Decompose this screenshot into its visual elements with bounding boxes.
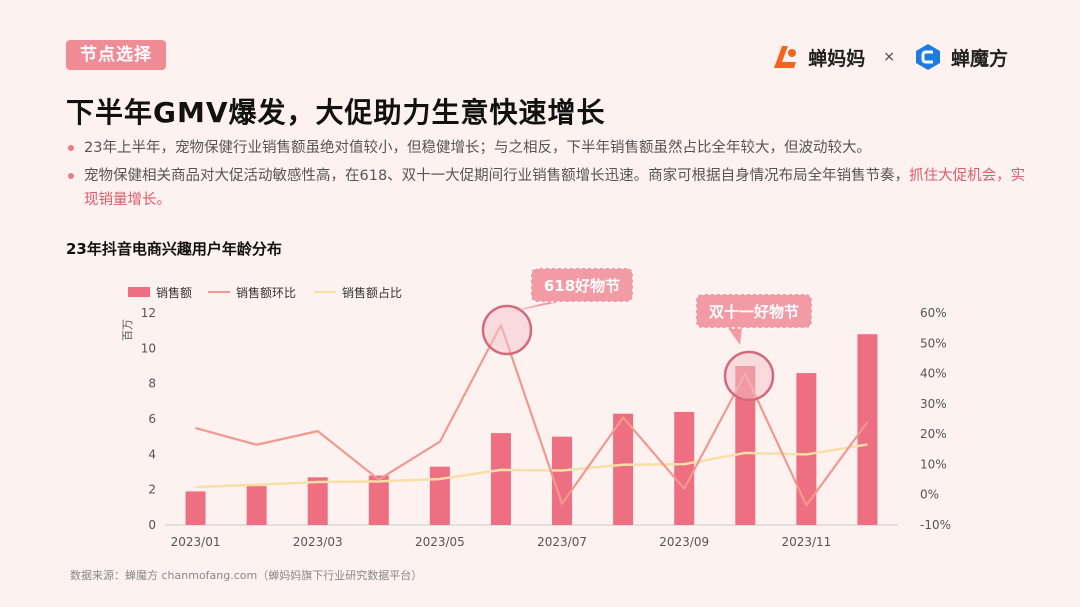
y2-tick-label: 0% [920, 488, 939, 502]
bullet-item: 宠物保健相关商品对大促活动敏感性高，在618、双十一大促期间行业销售额增长迅速。… [66, 164, 1026, 212]
bar [613, 413, 634, 525]
callout-box [530, 267, 634, 303]
bar [796, 373, 817, 525]
chart-title: 23年抖音电商兴趣用户年龄分布 [66, 240, 282, 258]
legend-label: 销售额 [156, 285, 192, 300]
callout-box [695, 293, 813, 329]
bar [246, 486, 267, 525]
bullet-text: 宠物保健相关商品对大促活动敏感性高，在618、双十一大促期间行业销售额增长迅速。… [84, 168, 910, 184]
bar [368, 475, 389, 525]
y-tick-label: 6 [148, 412, 156, 426]
data-source: 数据来源：蝉魔方 chanmofang.com（蝉妈妈旗下行业研究数据平台） [70, 569, 423, 582]
bar [185, 491, 206, 525]
y-tick-label: 8 [148, 377, 156, 391]
section-tag: 节点选择 [66, 40, 166, 70]
callout-label: 618好物节 [544, 277, 620, 295]
legend-label: 销售额环比 [236, 285, 296, 300]
mom-line [195, 324, 869, 507]
bar [490, 433, 511, 525]
y-axis-label: 百万 [121, 319, 134, 341]
brand2-name: 蝉魔方 [950, 47, 1008, 70]
x-tick-label: 2023/11 [781, 535, 831, 549]
bullet-item: 23年上半年，宠物保健行业销售额虽绝对值较小，但稳健增长；与之相反，下半年销售额… [66, 136, 1026, 160]
event-highlight-circle [723, 350, 775, 402]
brand-separator: × [883, 49, 895, 65]
x-tick-label: 2023/07 [537, 535, 587, 549]
bar [307, 477, 328, 525]
page-title: 下半年GMV爆发，大促助力生意快速增长 [66, 96, 606, 129]
y2-tick-label: 20% [920, 427, 947, 441]
brand1-name: 蝉妈妈 [808, 47, 866, 70]
x-tick-label: 2023/03 [293, 535, 343, 549]
share-line [195, 443, 868, 489]
x-tick-label: 2023/01 [171, 535, 221, 549]
callout-label: 双十一好物节 [709, 303, 799, 321]
callout-pointer [510, 302, 560, 312]
bar [735, 366, 756, 525]
bullet-highlight: 抓住大促机会，实现销量增长。 [84, 168, 1026, 208]
chanmama-logo-icon [770, 42, 800, 72]
y2-tick-label: 10% [920, 457, 947, 471]
y2-tick-label: 50% [920, 336, 947, 350]
bar [857, 334, 878, 525]
y2-tick-label: 40% [920, 367, 947, 381]
y-tick-label: 0 [148, 518, 156, 532]
callout-pointer [728, 328, 742, 345]
y-tick-label: 12 [141, 306, 156, 320]
y2-tick-label: 30% [920, 397, 947, 411]
legend-label: 销售额占比 [342, 285, 402, 300]
brand-logos: 蝉妈妈 × 蝉魔方 [770, 42, 1008, 72]
bar [674, 411, 695, 525]
summary-bullets: 23年上半年，宠物保健行业销售额虽绝对值较小，但稳健增长；与之相反，下半年销售额… [66, 136, 1026, 216]
event-highlight-circle [481, 304, 533, 356]
legend-swatch-bar [128, 287, 150, 297]
bar [429, 466, 450, 525]
bar [552, 436, 573, 525]
bullet-text: 23年上半年，宠物保健行业销售额虽绝对值较小，但稳健增长；与之相反，下半年销售额… [84, 140, 871, 156]
x-tick-label: 2023/09 [659, 535, 709, 549]
y2-tick-label: -10% [920, 518, 951, 532]
y-tick-label: 2 [148, 483, 156, 497]
y-tick-label: 10 [141, 341, 156, 355]
chanmofang-logo-icon [913, 42, 943, 72]
y-tick-label: 4 [148, 447, 156, 461]
y2-tick-label: 60% [920, 306, 947, 320]
x-tick-label: 2023/05 [415, 535, 465, 549]
